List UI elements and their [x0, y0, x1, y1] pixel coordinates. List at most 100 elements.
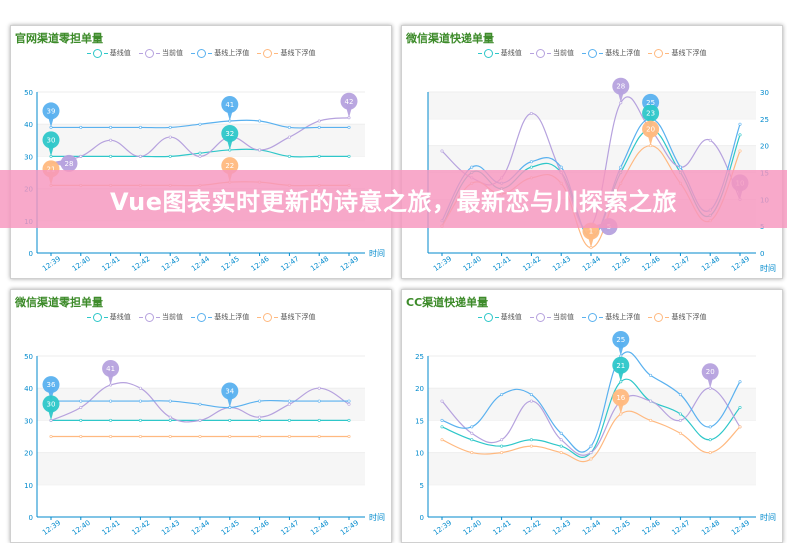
- data-point[interactable]: [317, 399, 321, 403]
- data-point[interactable]: [678, 412, 682, 416]
- data-point[interactable]: [589, 457, 593, 461]
- data-point[interactable]: [529, 160, 533, 164]
- data-point[interactable]: [109, 435, 113, 439]
- marker-pin[interactable]: [612, 331, 630, 356]
- legend-item[interactable]: 当前值: [529, 312, 574, 322]
- data-point[interactable]: [529, 165, 533, 169]
- data-point[interactable]: [258, 415, 262, 419]
- data-point[interactable]: [287, 402, 291, 406]
- data-point[interactable]: [589, 444, 593, 448]
- data-point[interactable]: [347, 125, 351, 129]
- data-point[interactable]: [79, 125, 83, 129]
- data-point[interactable]: [198, 151, 202, 155]
- data-point[interactable]: [228, 435, 232, 439]
- data-point[interactable]: [258, 435, 262, 439]
- data-point[interactable]: [678, 393, 682, 397]
- marker-pin[interactable]: [221, 124, 239, 150]
- data-point[interactable]: [287, 154, 291, 158]
- data-point[interactable]: [649, 418, 653, 422]
- data-point[interactable]: [317, 154, 321, 158]
- data-point[interactable]: [347, 402, 351, 406]
- data-point[interactable]: [168, 135, 172, 139]
- data-point[interactable]: [529, 438, 533, 442]
- legend-item[interactable]: 基线下浮值: [648, 48, 706, 58]
- legend-item[interactable]: 基线值: [477, 48, 522, 58]
- data-point[interactable]: [138, 435, 142, 439]
- data-point[interactable]: [649, 399, 653, 403]
- data-point[interactable]: [138, 386, 142, 390]
- data-point[interactable]: [79, 406, 83, 410]
- marker-pin[interactable]: [51, 154, 78, 172]
- data-point[interactable]: [317, 435, 321, 439]
- legend-item[interactable]: 基线值: [86, 312, 131, 322]
- data-point[interactable]: [79, 435, 83, 439]
- marker-pin[interactable]: [612, 77, 630, 103]
- data-point[interactable]: [589, 451, 593, 455]
- data-point[interactable]: [500, 393, 504, 397]
- data-point[interactable]: [287, 135, 291, 139]
- legend-item[interactable]: 基线下浮值: [648, 312, 706, 322]
- data-point[interactable]: [138, 154, 142, 158]
- data-point[interactable]: [708, 438, 712, 442]
- data-point[interactable]: [317, 119, 321, 123]
- data-point[interactable]: [198, 402, 202, 406]
- marker-pin[interactable]: [42, 102, 60, 128]
- data-point[interactable]: [708, 425, 712, 429]
- data-point[interactable]: [470, 165, 474, 169]
- data-point[interactable]: [559, 444, 563, 448]
- legend-item[interactable]: 当前值: [138, 48, 183, 58]
- data-point[interactable]: [559, 431, 563, 435]
- legend-item[interactable]: 基线上浮值: [582, 312, 640, 322]
- legend-item[interactable]: 当前值: [529, 48, 574, 58]
- data-point[interactable]: [138, 418, 142, 422]
- data-point[interactable]: [708, 138, 712, 142]
- data-point[interactable]: [500, 451, 504, 455]
- data-point[interactable]: [559, 165, 563, 169]
- data-point[interactable]: [109, 125, 113, 129]
- marker-pin[interactable]: [102, 359, 120, 385]
- data-point[interactable]: [168, 399, 172, 403]
- data-point[interactable]: [287, 418, 291, 422]
- data-point[interactable]: [228, 418, 232, 422]
- data-point[interactable]: [738, 425, 742, 429]
- data-point[interactable]: [559, 451, 563, 455]
- data-point[interactable]: [649, 373, 653, 377]
- data-point[interactable]: [347, 399, 351, 403]
- data-point[interactable]: [440, 438, 444, 442]
- data-point[interactable]: [529, 111, 533, 115]
- data-point[interactable]: [168, 418, 172, 422]
- data-point[interactable]: [79, 154, 83, 158]
- data-point[interactable]: [470, 425, 474, 429]
- data-point[interactable]: [138, 399, 142, 403]
- data-point[interactable]: [109, 154, 113, 158]
- data-point[interactable]: [529, 444, 533, 448]
- data-point[interactable]: [109, 138, 113, 142]
- data-point[interactable]: [738, 122, 742, 126]
- data-point[interactable]: [258, 119, 262, 123]
- data-point[interactable]: [168, 435, 172, 439]
- data-point[interactable]: [109, 418, 113, 422]
- legend-item[interactable]: 基线上浮值: [191, 48, 249, 58]
- legend-item[interactable]: 当前值: [138, 312, 183, 322]
- data-point[interactable]: [198, 435, 202, 439]
- data-point[interactable]: [317, 125, 321, 129]
- data-point[interactable]: [470, 431, 474, 435]
- data-point[interactable]: [49, 435, 53, 439]
- data-point[interactable]: [440, 399, 444, 403]
- data-point[interactable]: [198, 122, 202, 126]
- marker-pin[interactable]: [642, 120, 660, 146]
- data-point[interactable]: [440, 149, 444, 153]
- data-point[interactable]: [258, 148, 262, 152]
- data-point[interactable]: [440, 425, 444, 429]
- marker-pin[interactable]: [42, 131, 60, 157]
- data-point[interactable]: [708, 451, 712, 455]
- data-point[interactable]: [79, 399, 83, 403]
- legend-item[interactable]: 基线下浮值: [257, 48, 315, 58]
- data-point[interactable]: [109, 399, 113, 403]
- data-point[interactable]: [258, 399, 262, 403]
- data-point[interactable]: [347, 154, 351, 158]
- data-point[interactable]: [79, 418, 83, 422]
- data-point[interactable]: [470, 451, 474, 455]
- data-point[interactable]: [619, 165, 623, 169]
- data-point[interactable]: [198, 418, 202, 422]
